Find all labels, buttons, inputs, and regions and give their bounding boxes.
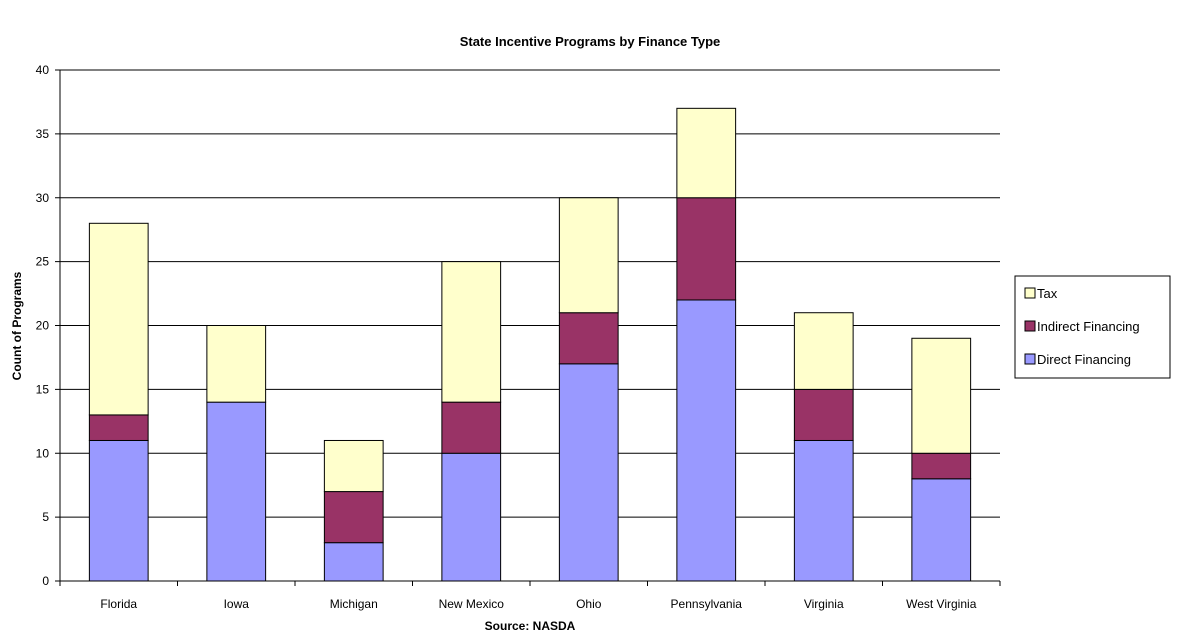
y-tick-label: 20	[36, 319, 50, 333]
x-tick-label: New Mexico	[439, 597, 505, 611]
axes	[55, 69, 1001, 586]
bar-segment	[323, 491, 384, 544]
bar-segment	[676, 107, 737, 199]
x-axis-title: Source: NASDA	[485, 619, 576, 633]
bar-segment	[88, 414, 149, 441]
x-tick-label: Iowa	[224, 597, 250, 611]
legend-swatch	[1024, 353, 1036, 365]
x-tick-label: Virginia	[804, 597, 844, 611]
bar-segment	[558, 363, 619, 582]
bar-segment	[911, 452, 972, 480]
legend: Tax Indirect Financing Direct Financing	[1014, 275, 1171, 379]
y-tick-label: 5	[42, 510, 49, 524]
bar-segment	[206, 325, 267, 403]
tick-labels: 0 5 10 15 20 25 30 35 40 Florida Iowa Michigan New M…	[36, 63, 977, 611]
x-tick-label: Michigan	[330, 597, 378, 611]
gridlines	[60, 69, 1000, 518]
y-tick-label: 0	[42, 574, 49, 588]
legend-label: Indirect Financing	[1037, 319, 1140, 334]
y-tick-label: 40	[36, 63, 50, 77]
bar-segment	[676, 299, 737, 582]
y-tick-label: 15	[36, 382, 50, 396]
bar-segment	[558, 312, 619, 365]
bar-segment	[441, 401, 502, 454]
bar-segment	[88, 439, 149, 582]
bar-segment	[793, 312, 854, 390]
y-tick-label: 25	[36, 255, 50, 269]
bar-segment	[441, 452, 502, 582]
bar-segment	[793, 388, 854, 441]
bar-segment	[911, 337, 972, 454]
bar-segment	[911, 478, 972, 582]
y-axis-title: Count of Programs	[10, 271, 24, 380]
x-tick-label: Ohio	[576, 597, 602, 611]
bar-segment	[676, 197, 737, 301]
bar-segment	[206, 401, 267, 582]
legend-swatch	[1024, 320, 1036, 332]
x-tick-label: West Virginia	[906, 597, 977, 611]
y-tick-label: 30	[36, 191, 50, 205]
bar-segment	[558, 197, 619, 314]
bars	[88, 107, 972, 582]
legend-label: Tax	[1037, 286, 1058, 301]
legend-label: Direct Financing	[1037, 352, 1131, 367]
bar-segment	[323, 542, 384, 582]
y-tick-label: 35	[36, 127, 50, 141]
legend-box	[1014, 275, 1171, 379]
legend-swatch	[1024, 287, 1036, 299]
bar-segment	[88, 222, 149, 416]
bar-segment	[441, 261, 502, 403]
y-tick-label: 10	[36, 446, 50, 460]
chart-title: State Incentive Programs by Finance Type	[460, 34, 721, 49]
x-tick-label: Pennsylvania	[671, 597, 743, 611]
bar-segment	[793, 439, 854, 582]
x-tick-label: Florida	[100, 597, 137, 611]
bar-segment	[323, 439, 384, 493]
